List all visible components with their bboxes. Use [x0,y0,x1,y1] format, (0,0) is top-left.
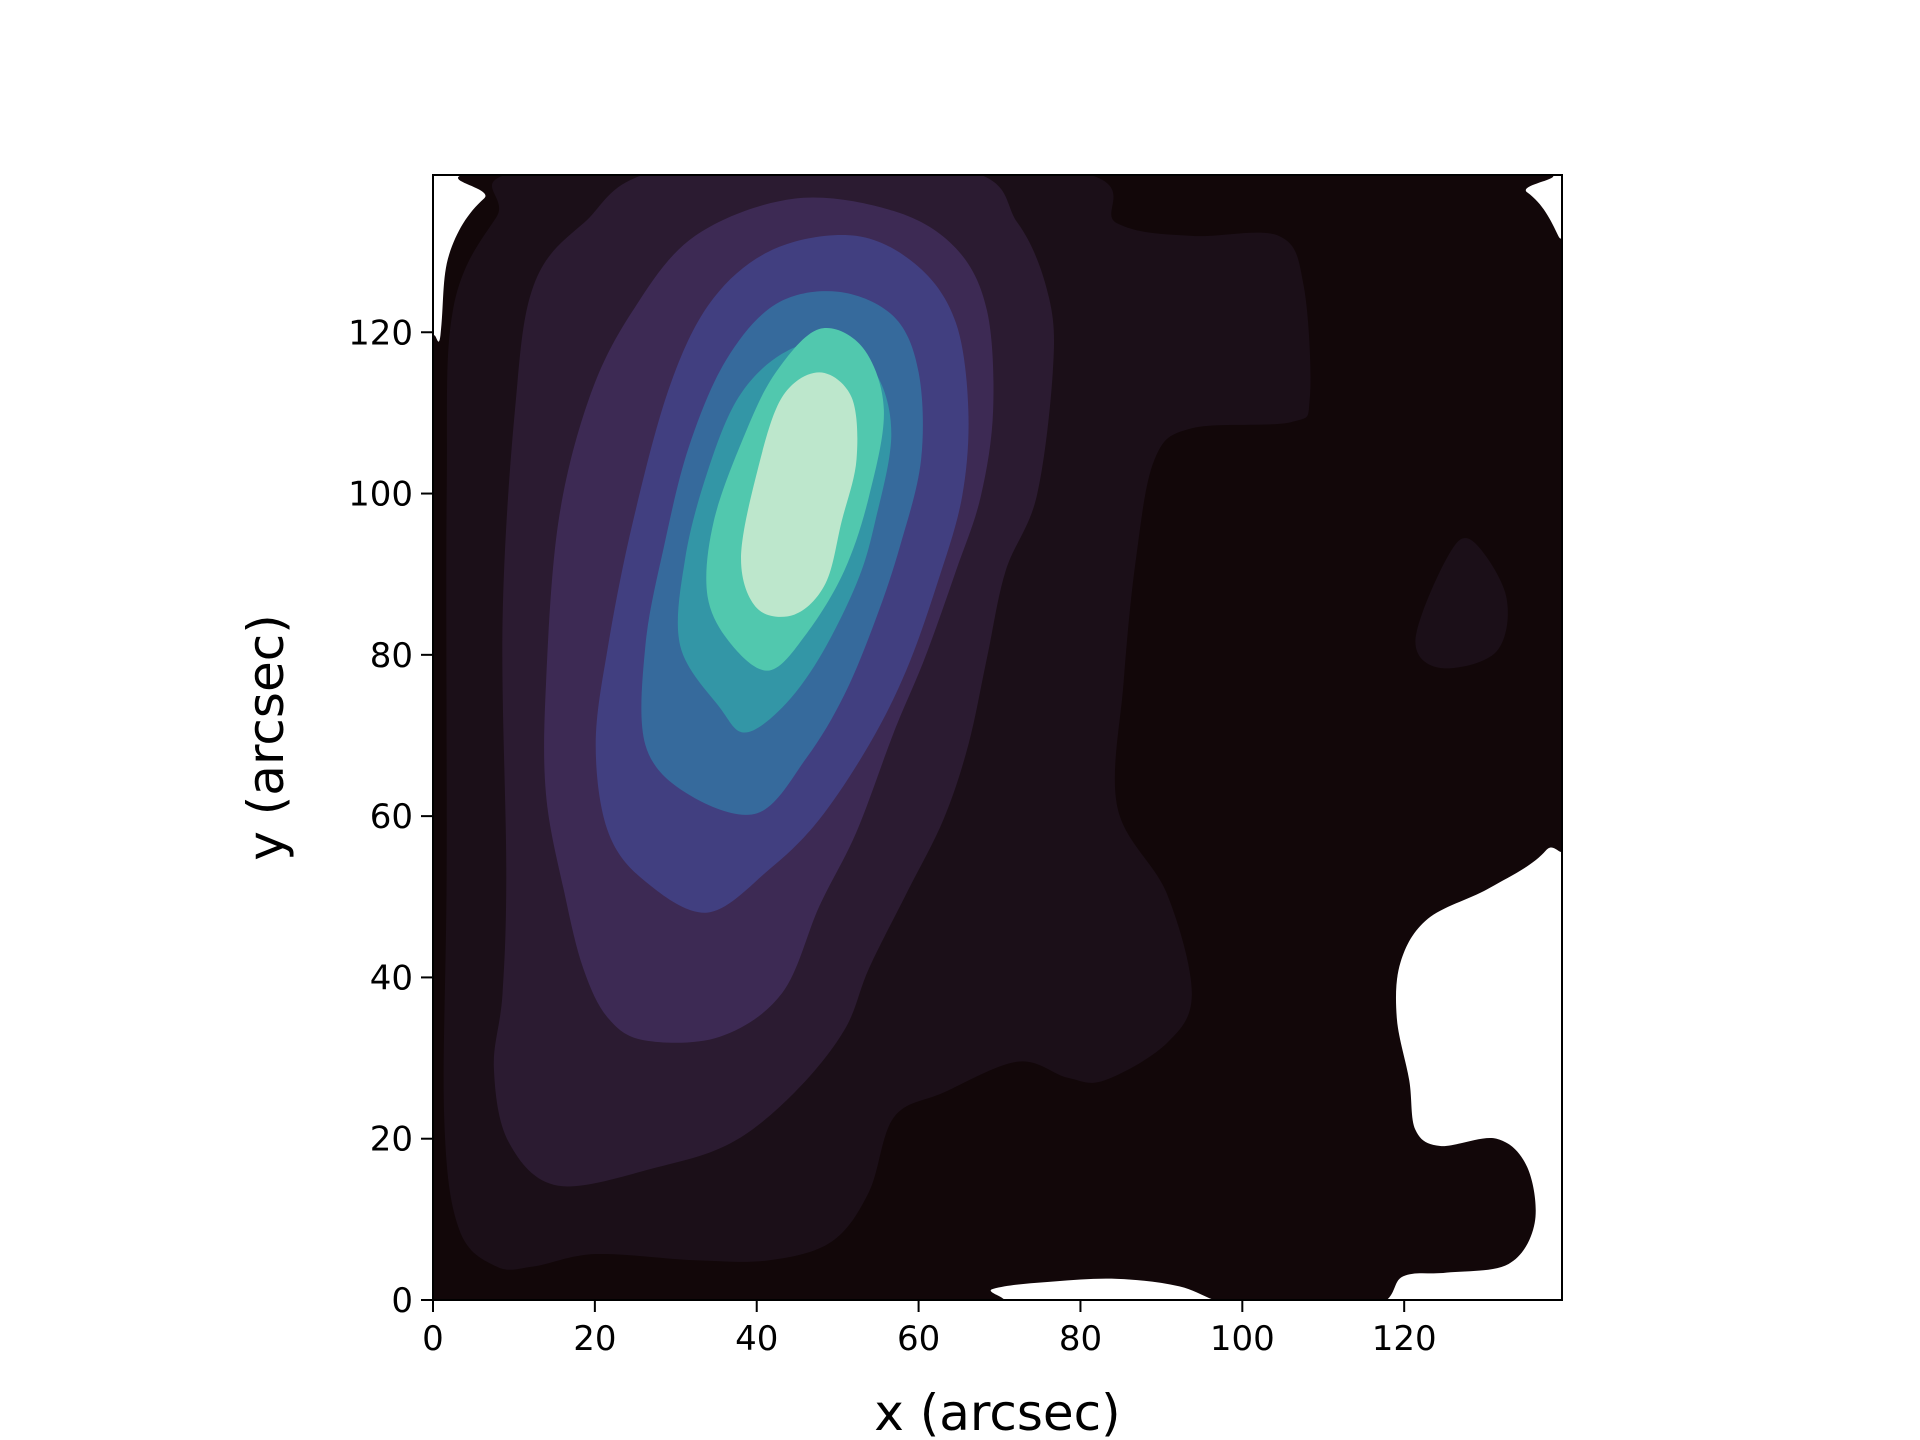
y-tick-label: 0 [391,1281,413,1321]
y-tick-label: 120 [348,313,413,353]
x-tick-label: 80 [1059,1319,1102,1359]
x-tick-label: 20 [573,1319,616,1359]
x-tick-label: 120 [1372,1319,1437,1359]
y-tick-label: 60 [370,797,413,837]
x-tick-label: 0 [422,1319,444,1359]
y-tick-label: 100 [348,475,413,515]
x-tick-label: 60 [897,1319,940,1359]
y-tick-label: 40 [370,958,413,998]
x-tick-label: 100 [1210,1319,1275,1359]
y-tick-label: 80 [370,636,413,676]
contour-level [741,372,858,617]
y-axis-label: y (arcsec) [237,614,295,860]
x-axis-label: x (arcsec) [874,1384,1120,1440]
x-tick-label: 40 [735,1319,778,1359]
contour-plot [433,175,1562,1300]
y-tick-label: 20 [370,1120,413,1160]
axes-frame [432,174,1563,1301]
contour-group [433,175,1562,1300]
contour-level [1415,538,1508,669]
